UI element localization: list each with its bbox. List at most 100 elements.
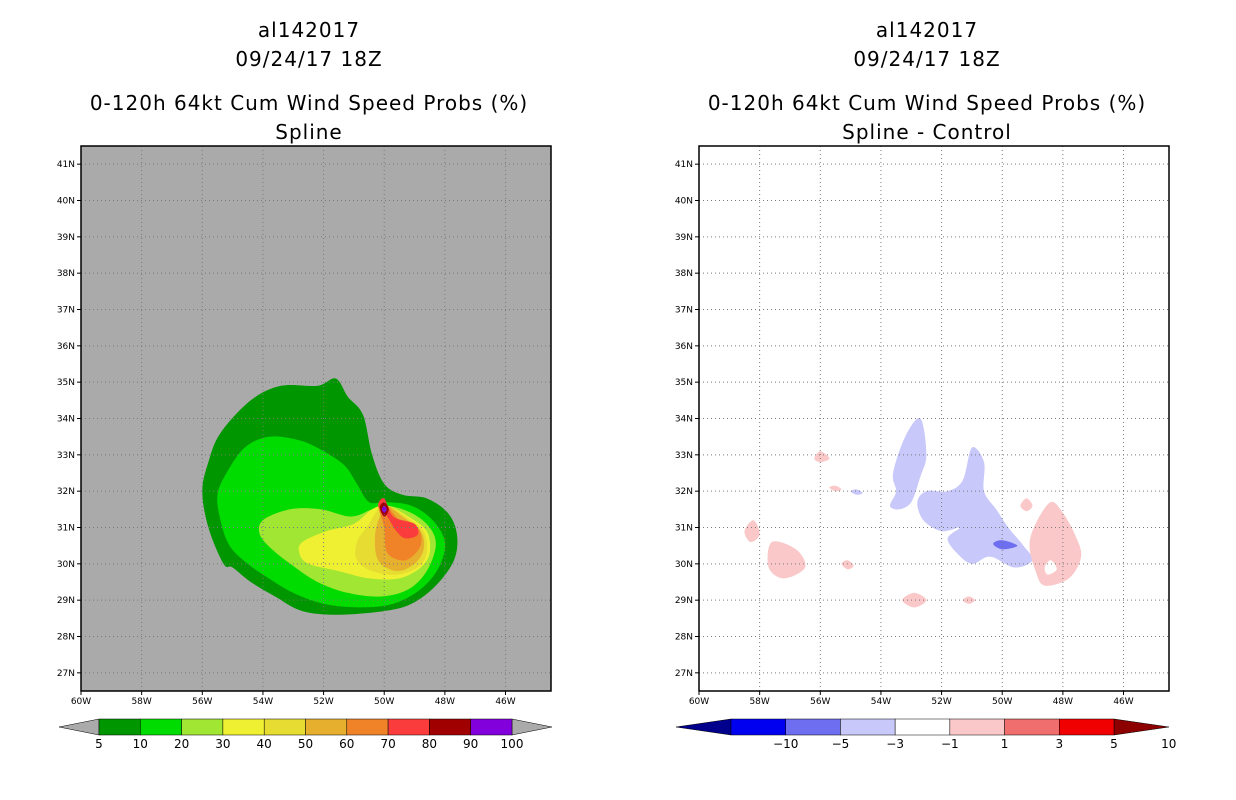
left-y-tick-label: 31N xyxy=(57,524,75,534)
right-x-tick-label: 58W xyxy=(749,697,769,707)
right-contour-1-5 xyxy=(767,541,806,579)
left-y-tick-label: 30N xyxy=(57,560,75,570)
left-colorbar-label: 5 xyxy=(95,737,103,751)
right-contour-1-8 xyxy=(841,560,854,570)
right-contour-neg1-0 xyxy=(889,418,927,510)
right-plot-frame xyxy=(698,145,1170,692)
right-colorbar-label: −10 xyxy=(773,737,798,751)
right-x-tick-label: 46W xyxy=(1113,697,1133,707)
right-x-tick-label: 52W xyxy=(931,697,951,707)
left-y-tick-label: 32N xyxy=(57,487,75,497)
left-x-tick-label: 60W xyxy=(71,697,91,707)
right-y-tick-label: 41N xyxy=(675,160,693,170)
left-colorbar-box-1 xyxy=(140,718,182,736)
left-plot: 60W 58W 56W 54W 52W 50W 48W 46W 27N 28N 29N 30N 31N 3… xyxy=(57,145,552,707)
right-colorbar-box-2 xyxy=(840,718,896,736)
left-colorbar-box-4 xyxy=(263,718,306,736)
right-x-tick-label: 48W xyxy=(1053,697,1073,707)
right-x-tick-label: 50W xyxy=(992,697,1012,707)
left-colorbar-box-0 xyxy=(98,718,141,736)
right-y-tick-label: 31N xyxy=(675,524,693,534)
left-colorbar-label: 90 xyxy=(463,737,478,751)
left-colorbar-box-7 xyxy=(387,718,430,736)
right-storm-id: al142017 xyxy=(875,18,979,42)
left-colorbar-box-3 xyxy=(222,718,265,736)
right-x-tick-label: 60W xyxy=(689,697,709,707)
left-colorbar-label: 80 xyxy=(422,737,437,751)
left-y-tick-label: 27N xyxy=(57,669,75,679)
left-y-tick-label: 28N xyxy=(57,633,75,643)
right-colorbar-label: 1 xyxy=(1001,737,1009,751)
right-colorbar-label: −5 xyxy=(832,737,850,751)
right-y-tick-label: 40N xyxy=(675,197,693,207)
right-y-tick-label: 33N xyxy=(675,451,693,461)
left-y-tick-label: 29N xyxy=(57,596,75,606)
left-colorbar-box-8 xyxy=(429,718,471,736)
left-colorbar-box-6 xyxy=(346,718,389,736)
right-contour-neg1-1 xyxy=(917,447,1033,568)
right-contour-1-11 xyxy=(1020,498,1033,512)
left-x-tick-label: 56W xyxy=(192,697,212,707)
right-colorbar-box-6 xyxy=(1059,718,1115,736)
left-y-tick-label: 33N xyxy=(57,451,75,461)
left-colorbar-box-9 xyxy=(470,718,513,736)
right-colorbar-label: 3 xyxy=(1055,737,1063,751)
right-y-tick-label: 38N xyxy=(675,269,693,279)
right-colorbar-high-arrow xyxy=(1113,718,1170,736)
left-chart-subtitle: Spline xyxy=(275,120,343,144)
right-y-tick-label: 36N xyxy=(675,342,693,352)
right-x-tick-label: 54W xyxy=(871,697,891,707)
left-x-tick-label: 46W xyxy=(495,697,515,707)
right-y-tick-label: 37N xyxy=(675,306,693,316)
right-colorbar-box-4 xyxy=(949,718,1005,736)
right-colorbar: −10 −5 −3 −1 1 3 5 10 xyxy=(675,718,1176,751)
left-colorbar-label: 70 xyxy=(380,737,395,751)
right-colorbar-label: −3 xyxy=(886,737,904,751)
left-storm-id: al142017 xyxy=(257,18,361,42)
left-colorbar-label: 20 xyxy=(174,737,189,751)
right-colorbar-box-0 xyxy=(730,718,786,736)
right-colorbar-box-5 xyxy=(1004,718,1060,736)
right-y-tick-label: 30N xyxy=(675,560,693,570)
left-colorbar-box-5 xyxy=(305,718,348,736)
left-colorbar-label: 50 xyxy=(298,737,313,751)
left-colorbar-label: 100 xyxy=(501,737,524,751)
left-colorbar-low-arrow xyxy=(58,718,100,736)
left-colorbar-label: 40 xyxy=(257,737,272,751)
right-y-tick-label: 29N xyxy=(675,596,693,606)
left-y-tick-label: 35N xyxy=(57,378,75,388)
left-y-tick-label: 40N xyxy=(57,197,75,207)
left-colorbar-label: 60 xyxy=(339,737,354,751)
right-contour-1-6 xyxy=(744,520,760,543)
right-y-tick-label: 34N xyxy=(675,415,693,425)
right-chart-title: 0-120h 64kt Cum Wind Speed Probs (%) xyxy=(707,91,1147,115)
left-y-tick-label: 38N xyxy=(57,269,75,279)
left-y-tick-label: 34N xyxy=(57,415,75,425)
left-contour-90-9 xyxy=(381,505,387,513)
left-colorbar-high-arrow xyxy=(511,718,553,736)
right-datetime: 09/24/17 18Z xyxy=(853,47,1001,71)
right-plot: 60W 58W 56W 54W 52W 50W 48W 46W 27N 28N 29N 30N 31N 3… xyxy=(675,145,1170,707)
left-y-tick-label: 37N xyxy=(57,306,75,316)
left-y-tick-label: 39N xyxy=(57,233,75,243)
right-y-tick-label: 28N xyxy=(675,633,693,643)
right-contour-1-10 xyxy=(962,596,975,604)
right-plot-background xyxy=(699,146,1169,691)
right-y-tick-label: 27N xyxy=(675,669,693,679)
left-x-tick-label: 54W xyxy=(253,697,273,707)
right-y-tick-label: 35N xyxy=(675,378,693,388)
left-chart-title: 0-120h 64kt Cum Wind Speed Probs (%) xyxy=(89,91,529,115)
right-colorbar-label: 5 xyxy=(1110,737,1118,751)
right-x-tick-label: 56W xyxy=(810,697,830,707)
right-colorbar-low-arrow xyxy=(675,718,732,736)
left-y-tick-label: 41N xyxy=(57,160,75,170)
right-contour-neg3-2 xyxy=(993,540,1018,550)
left-x-tick-label: 50W xyxy=(374,697,394,707)
right-chart-subtitle: Spline - Control xyxy=(842,120,1012,144)
right-contour-1-7 xyxy=(814,451,830,463)
left-y-tick-label: 36N xyxy=(57,342,75,352)
right-contour-1-12 xyxy=(829,485,842,492)
right-contour-1-4 xyxy=(1029,501,1082,586)
right-colorbar-box-3 xyxy=(894,718,951,736)
left-colorbar: 5 10 20 30 40 50 60 70 80 90 100 xyxy=(58,718,553,751)
